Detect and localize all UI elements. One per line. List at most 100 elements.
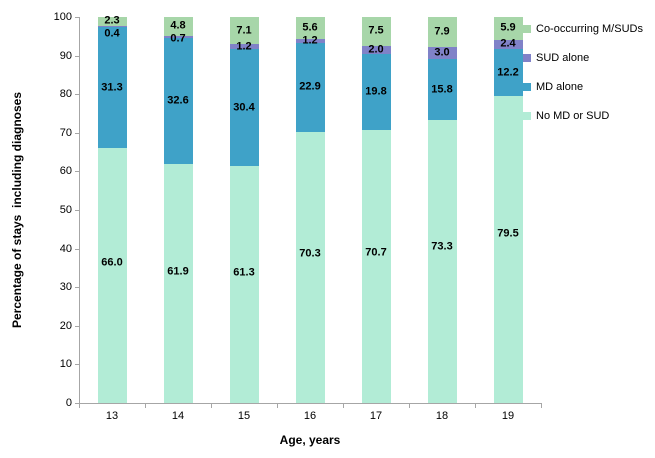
data-label-co-occurring-m-suds: 7.5 <box>368 24 384 37</box>
bar-segment-md-alone <box>427 59 457 121</box>
y-axis-tick <box>75 210 79 211</box>
data-label-md-alone: 30.4 <box>233 101 255 114</box>
data-label-co-occurring-m-suds: 7.1 <box>236 24 252 37</box>
x-category-label: 19 <box>501 410 515 422</box>
legend-label: MD alone <box>536 81 584 93</box>
bar-segment-sud-alone <box>163 35 193 39</box>
y-axis-tick <box>75 325 79 327</box>
x-axis-tick <box>409 404 410 408</box>
bar-segment-sud-alone <box>493 39 523 50</box>
data-label-md-alone: 22.9 <box>299 80 321 93</box>
bar-segment-no-md-or-sud <box>493 96 523 403</box>
x-axis-tick <box>343 404 344 408</box>
bar-segment-no-md-or-sud <box>295 131 325 403</box>
y-tick-label: 100 <box>53 11 72 23</box>
bar-segment-md-alone <box>163 38 193 165</box>
bar-segment-co-occurring-m-suds <box>229 17 259 45</box>
legend-label: SUD alone <box>536 52 590 64</box>
bar-segment-no-md-or-sud <box>427 120 457 403</box>
bar-segment-co-occurring-m-suds <box>97 17 127 26</box>
data-label-md-alone: 15.8 <box>431 83 453 96</box>
legend-item-co-occurring-m-suds: Co-occurring M/SUDs <box>523 22 643 36</box>
bar-segment-md-alone <box>295 43 325 132</box>
y-tick-label: 0 <box>65 397 72 409</box>
y-tick-label: 20 <box>59 319 72 332</box>
bar-segment-md-alone <box>97 27 127 149</box>
data-label-sud-alone: 2.4 <box>500 37 516 50</box>
y-tick-label: 70 <box>59 126 72 139</box>
legend-label: Co-occurring M/SUDs <box>536 23 643 35</box>
x-category-label: 13 <box>105 410 119 422</box>
y-axis-title: Percentage of stays including diagnoses <box>10 91 24 329</box>
bar-segment-md-alone <box>361 53 391 131</box>
x-axis-tick <box>541 404 542 408</box>
y-tick-label: 60 <box>59 165 72 178</box>
data-label-no-md-or-sud: 70.3 <box>299 247 321 260</box>
data-label-sud-alone: 0.7 <box>170 32 186 45</box>
legend-item-md-alone: MD alone <box>523 80 583 94</box>
y-tick-label: 30 <box>59 281 72 294</box>
x-category-label: 14 <box>171 410 185 422</box>
bar-segment-co-occurring-m-suds <box>427 17 457 48</box>
y-tick-label: 80 <box>59 88 72 101</box>
y-axis-tick <box>75 17 79 18</box>
bar-segment-no-md-or-sud <box>229 166 259 403</box>
x-axis-line <box>75 403 542 404</box>
data-label-no-md-or-sud: 73.3 <box>431 240 453 253</box>
y-tick-label: 10 <box>59 358 72 371</box>
legend-swatch-co-occurring-m-suds <box>523 25 531 33</box>
legend-item-no-md-or-sud: No MD or SUD <box>523 109 609 123</box>
x-axis-tick <box>79 404 80 408</box>
data-label-md-alone: 12.2 <box>497 66 519 79</box>
bar-segment-co-occurring-m-suds <box>295 17 325 39</box>
data-label-md-alone: 31.3 <box>101 81 123 94</box>
y-axis-line <box>79 17 80 404</box>
y-axis-tick <box>75 287 79 289</box>
y-tick-label: 90 <box>59 49 72 62</box>
bar-segment-co-occurring-m-suds <box>163 17 193 36</box>
data-label-no-md-or-sud: 66.0 <box>101 256 123 269</box>
bar-segment-md-alone <box>493 49 523 97</box>
data-label-no-md-or-sud: 79.5 <box>497 227 519 240</box>
legend-swatch-no-md-or-sud <box>523 112 531 120</box>
x-axis-tick <box>277 404 278 408</box>
bar-segment-sud-alone <box>295 38 325 44</box>
bar-segment-no-md-or-sud <box>97 148 127 403</box>
legend-swatch-sud-alone <box>523 54 531 62</box>
data-label-md-alone: 19.8 <box>365 85 387 98</box>
y-axis-tick <box>75 171 79 173</box>
x-axis-tick <box>211 404 212 408</box>
data-label-no-md-or-sud: 61.3 <box>233 266 255 279</box>
legend-swatch-md-alone <box>523 83 531 91</box>
x-axis-title: Age, years <box>279 433 341 447</box>
y-axis-tick <box>75 132 79 134</box>
data-label-sud-alone: 3.0 <box>434 46 450 59</box>
x-category-label: 15 <box>237 410 251 422</box>
x-category-label: 17 <box>369 410 383 422</box>
x-axis-tick <box>145 404 146 408</box>
bar-segment-sud-alone <box>427 47 457 60</box>
y-axis-tick <box>75 248 79 250</box>
data-label-md-alone: 32.6 <box>167 94 189 107</box>
y-axis-tick <box>75 55 79 57</box>
bar-segment-sud-alone <box>361 45 391 54</box>
data-label-sud-alone: 1.2 <box>302 34 318 47</box>
legend-label: No MD or SUD <box>536 110 610 122</box>
x-category-label: 18 <box>435 410 449 422</box>
data-label-no-md-or-sud: 70.7 <box>365 246 387 259</box>
y-tick-label: 50 <box>59 204 72 216</box>
y-axis-tick <box>75 364 79 366</box>
data-label-sud-alone: 0.4 <box>104 27 120 40</box>
y-tick-label: 40 <box>59 242 72 255</box>
data-label-sud-alone: 2.0 <box>368 43 384 56</box>
legend-item-sud-alone: SUD alone <box>523 51 589 65</box>
data-label-co-occurring-m-suds: 7.9 <box>434 25 450 38</box>
data-label-co-occurring-m-suds: 4.8 <box>170 19 186 32</box>
data-label-no-md-or-sud: 61.9 <box>167 265 189 278</box>
bar-segment-sud-alone <box>97 25 127 28</box>
y-axis-tick <box>75 94 79 96</box>
bar-segment-sud-alone <box>229 44 259 50</box>
bar-segment-no-md-or-sud <box>361 130 391 403</box>
bar-segment-md-alone <box>229 49 259 167</box>
data-label-co-occurring-m-suds: 5.6 <box>302 21 318 34</box>
